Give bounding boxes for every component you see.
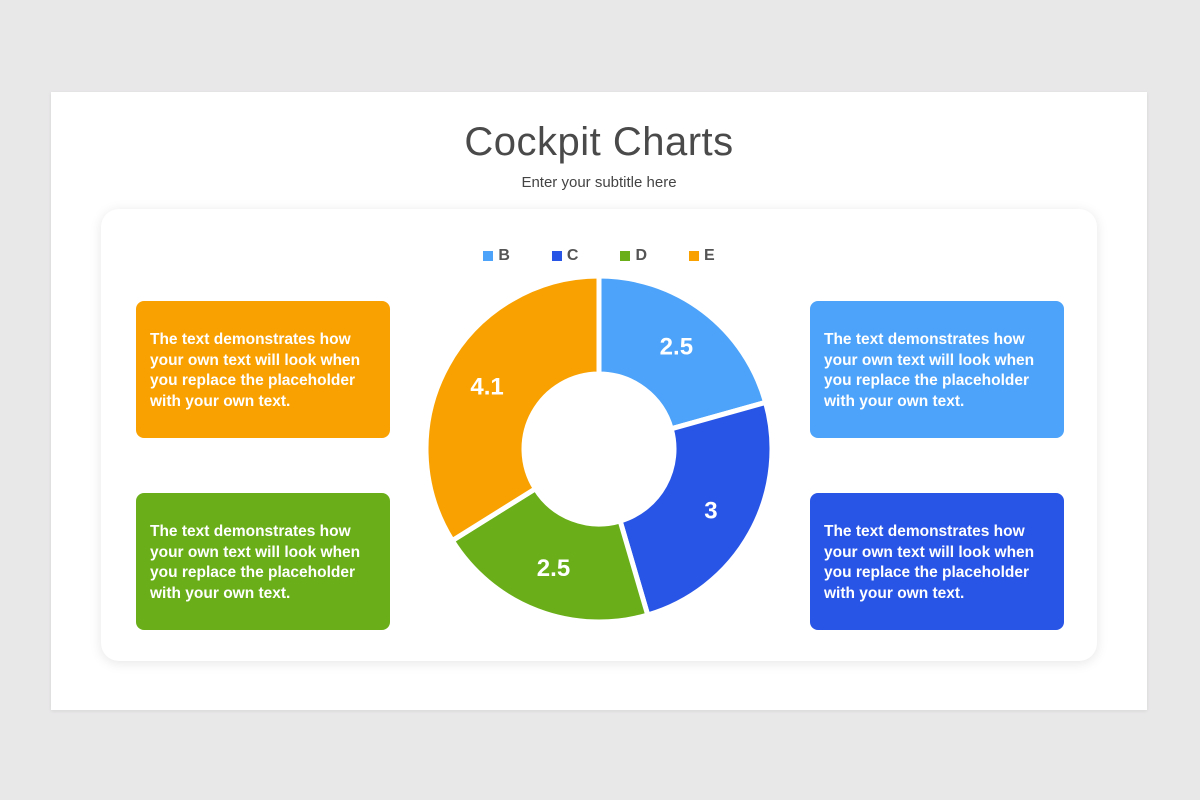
- donut-chart: 2.5 3 2.5 4.1: [423, 273, 775, 625]
- text-card-top-left: The text demonstrates how your own text …: [136, 301, 390, 438]
- legend-label-d: D: [635, 247, 647, 264]
- page-subtitle: Enter your subtitle here: [521, 174, 677, 191]
- data-label-d: 2.5: [537, 555, 570, 582]
- data-label-e: 4.1: [470, 373, 503, 400]
- text-card-top-left-text: The text demonstrates how your own text …: [150, 331, 361, 410]
- legend-swatch-e: [689, 251, 699, 261]
- data-label-c: 3: [704, 498, 717, 525]
- chart-panel: B C D E 2.5 3 2.5 4.1 The text demonstrates…: [101, 209, 1097, 661]
- donut-slice-c: [617, 399, 775, 618]
- page-title: Cockpit Charts: [464, 120, 734, 164]
- text-card-bottom-right: The text demonstrates how your own text …: [810, 493, 1064, 630]
- legend-swatch-b: [483, 251, 494, 261]
- legend-label-e: E: [704, 247, 715, 264]
- legend-swatch-d: [620, 251, 631, 261]
- legend-item-c: C: [551, 247, 579, 265]
- chart-legend: B C D E: [101, 247, 1097, 265]
- legend-label-c: C: [566, 247, 579, 264]
- legend-item-b: B: [483, 247, 510, 265]
- donut-slice-e: [423, 273, 602, 544]
- donut-slice-b: [596, 273, 769, 432]
- legend-item-e: E: [689, 247, 715, 265]
- legend-swatch-c: [551, 251, 562, 261]
- text-card-bottom-right-text: The text demonstrates how your own text …: [824, 523, 1035, 602]
- text-card-bottom-left: The text demonstrates how your own text …: [136, 493, 390, 630]
- text-card-top-right-text: The text demonstrates how your own text …: [824, 331, 1035, 410]
- legend-item-d: D: [620, 247, 647, 265]
- text-card-bottom-left-text: The text demonstrates how your own text …: [150, 523, 361, 602]
- text-card-top-right: The text demonstrates how your own text …: [810, 301, 1064, 438]
- legend-label-b: B: [498, 247, 510, 264]
- data-label-b: 2.5: [660, 334, 693, 361]
- slide: Cockpit Charts Enter your subtitle here …: [51, 92, 1147, 710]
- donut-slice-d: [449, 486, 651, 625]
